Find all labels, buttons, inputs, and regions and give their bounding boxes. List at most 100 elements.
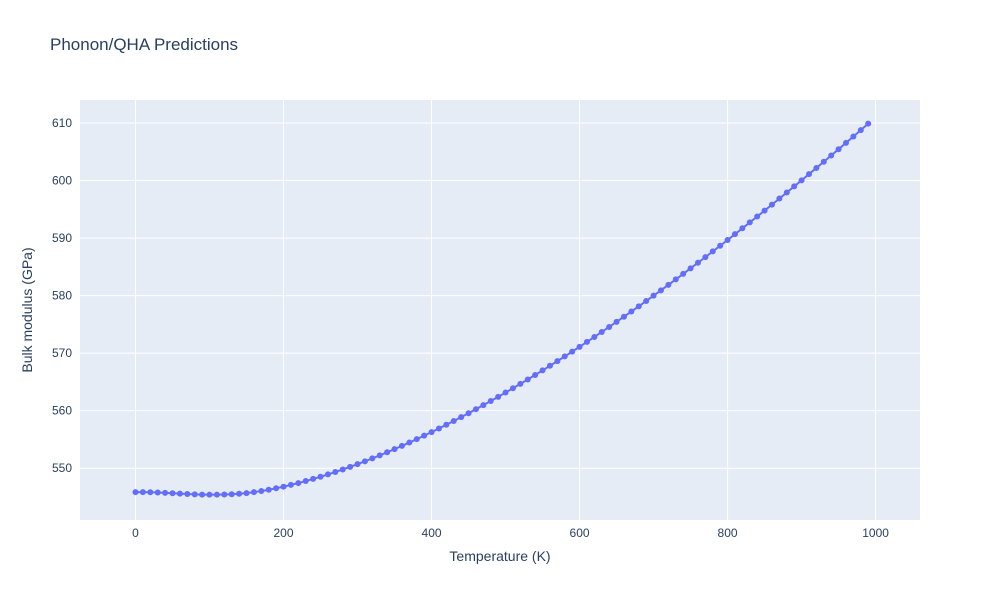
data-point: [199, 491, 206, 498]
data-point: [443, 421, 450, 428]
data-point: [546, 362, 553, 369]
data-point: [783, 189, 790, 196]
data-point: [539, 367, 546, 374]
data-point: [598, 328, 605, 335]
data-point: [406, 439, 413, 446]
data-point: [865, 120, 872, 127]
data-point: [317, 473, 324, 480]
data-point: [132, 489, 139, 496]
x-tick-label: 0: [132, 526, 139, 540]
axis-ticks: 0 200 400 600 800 1000 550 560 570 580 590 600 610: [52, 116, 889, 540]
data-point: [176, 490, 183, 497]
x-axis-title: Temperature (K): [449, 548, 550, 564]
data-point: [495, 393, 502, 400]
grid-lines: [80, 100, 920, 520]
data-point: [450, 417, 457, 424]
x-tick-label: 600: [570, 526, 590, 540]
data-point: [421, 432, 428, 439]
data-point: [347, 463, 354, 470]
x-tick-label: 200: [274, 526, 294, 540]
data-point: [265, 486, 272, 493]
y-tick-label: 560: [52, 404, 72, 418]
y-tick-label: 600: [52, 174, 72, 188]
data-point: [280, 483, 287, 490]
data-point: [628, 308, 635, 315]
data-point: [228, 491, 235, 498]
data-point: [361, 458, 368, 465]
data-point: [287, 481, 294, 488]
data-point: [480, 402, 487, 409]
data-point: [310, 475, 317, 482]
data-point: [798, 177, 805, 184]
data-point: [428, 429, 435, 436]
data-point: [384, 449, 391, 456]
data-point: [576, 343, 583, 350]
data-point: [569, 348, 576, 355]
data-point: [487, 398, 494, 405]
data-point: [731, 231, 738, 238]
data-point: [332, 469, 339, 476]
data-point: [339, 466, 346, 473]
data-point: [768, 201, 775, 208]
data-point: [206, 491, 213, 498]
y-tick-label: 590: [52, 231, 72, 245]
y-tick-label: 610: [52, 116, 72, 130]
data-point: [524, 376, 531, 383]
data-point: [139, 489, 146, 496]
data-point: [509, 385, 516, 392]
data-point: [702, 254, 709, 261]
data-point: [273, 485, 280, 492]
data-point: [502, 389, 509, 396]
data-point: [162, 489, 169, 496]
data-point: [147, 489, 154, 496]
data-point: [517, 380, 524, 387]
data-point: [169, 490, 176, 497]
data-point: [694, 259, 701, 266]
data-point: [354, 461, 361, 468]
series-line: [135, 122, 869, 496]
data-point: [842, 139, 849, 146]
data-point: [554, 358, 561, 365]
y-axis-title: Bulk modulus (GPa): [19, 247, 35, 372]
y-tick-label: 550: [52, 461, 72, 475]
data-point: [391, 446, 398, 453]
data-point: [435, 425, 442, 432]
data-point: [184, 491, 191, 498]
data-point: [376, 452, 383, 459]
data-point: [413, 436, 420, 443]
data-point: [154, 489, 161, 496]
data-point: [324, 471, 331, 478]
data-point: [635, 303, 642, 310]
data-point: [835, 146, 842, 153]
data-point: [398, 442, 405, 449]
data-point: [820, 158, 827, 165]
data-point: [458, 414, 465, 421]
data-point: [850, 133, 857, 140]
plot-area: [80, 100, 920, 520]
chart-title: Phonon/QHA Predictions: [50, 35, 238, 54]
data-point: [213, 491, 220, 498]
data-point: [258, 488, 265, 495]
data-point: [583, 338, 590, 345]
data-point: [665, 281, 672, 288]
data-point: [724, 236, 731, 243]
data-point: [791, 183, 798, 190]
y-tick-label: 580: [52, 289, 72, 303]
data-point: [680, 270, 687, 277]
data-point: [709, 248, 716, 255]
data-point: [591, 333, 598, 340]
data-point: [717, 242, 724, 249]
y-tick-label: 570: [52, 346, 72, 360]
data-point: [620, 313, 627, 320]
data-point: [532, 371, 539, 378]
x-tick-label: 1000: [862, 526, 889, 540]
data-point: [687, 265, 694, 272]
data-point: [813, 164, 820, 171]
data-point: [739, 225, 746, 232]
data-point: [302, 478, 309, 485]
data-point: [243, 490, 250, 497]
data-point: [250, 489, 257, 496]
data-point: [369, 455, 376, 462]
data-point: [561, 353, 568, 360]
data-point: [672, 276, 679, 283]
